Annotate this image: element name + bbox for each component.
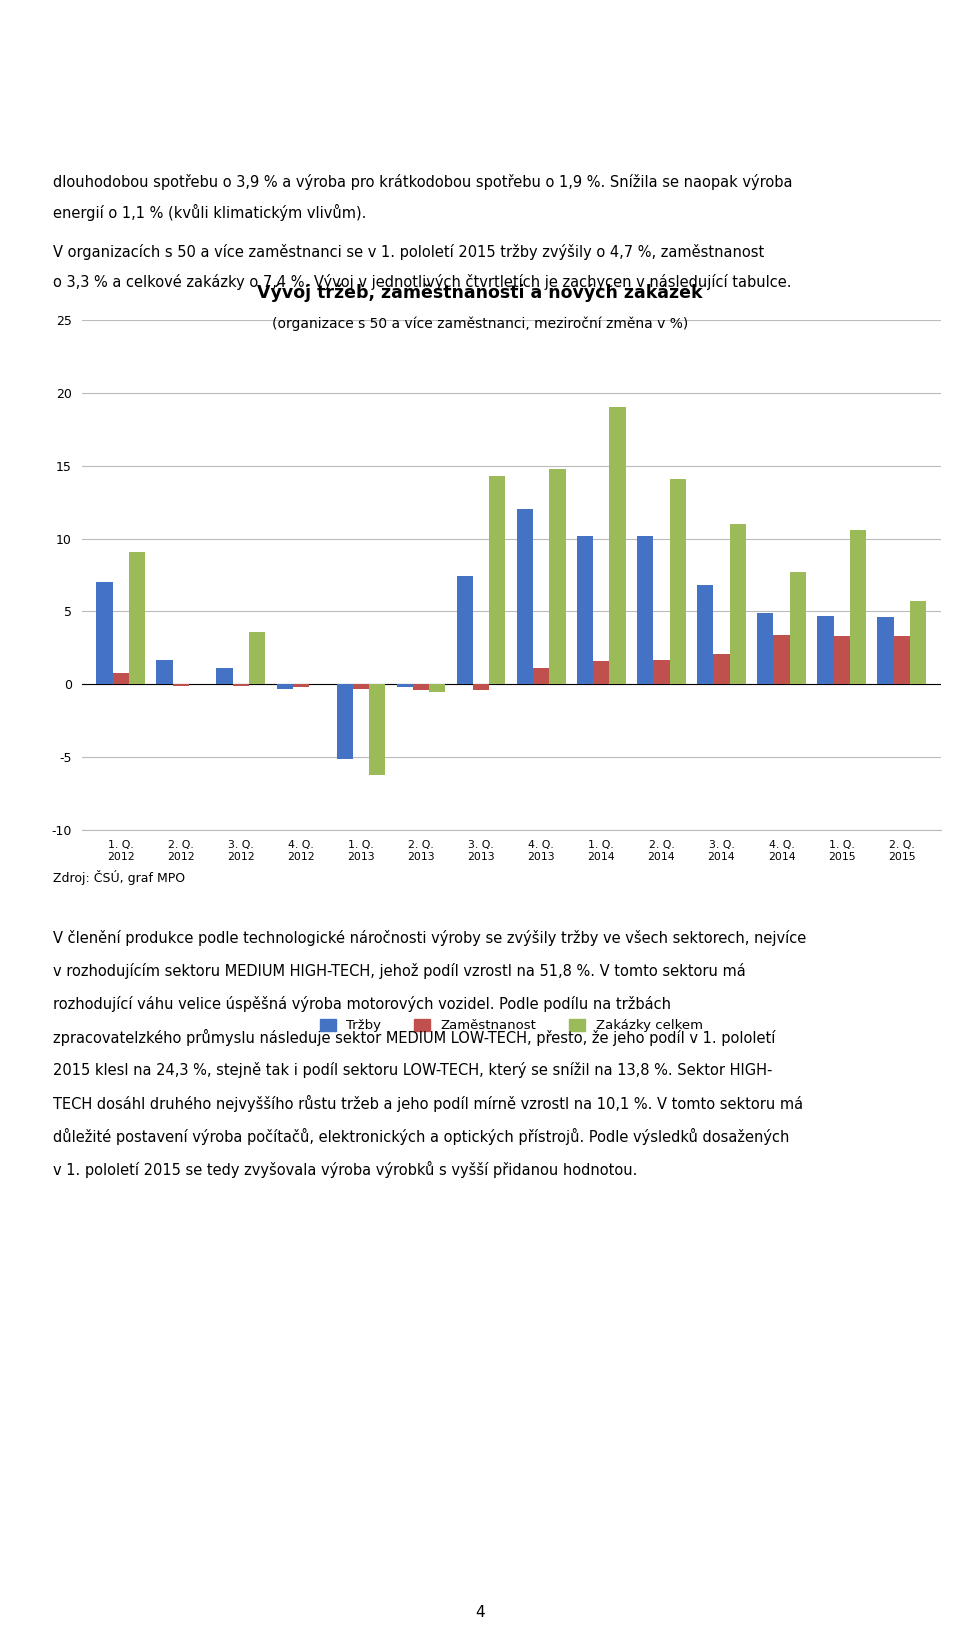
Bar — [833, 637, 850, 684]
Bar — [894, 637, 910, 684]
Text: V členění produkce podle technologické náročnosti výroby se zvýšily tržby ve vše: V členění produkce podle technologické n… — [53, 929, 806, 946]
Bar — [276, 684, 293, 689]
Bar — [790, 572, 805, 684]
Bar — [96, 582, 112, 684]
Bar — [429, 684, 445, 691]
Bar — [757, 614, 774, 684]
Bar — [610, 408, 626, 684]
Text: důležité postavení výroba počítačů, elektronických a optických přístrojů. Podle : důležité postavení výroba počítačů, elek… — [53, 1128, 789, 1145]
Text: v 1. pololetí 2015 se tedy zvyšovala výroba výrobků s vyšší přidanou hodnotou.: v 1. pololetí 2015 se tedy zvyšovala výr… — [53, 1161, 637, 1178]
Text: TECH dosáhl druhého nejvyššího růstu tržeb a jeho podíl mírně vzrostl na 10,1 %.: TECH dosáhl druhého nejvyššího růstu trž… — [53, 1096, 803, 1112]
Bar — [396, 684, 413, 688]
Bar — [817, 615, 833, 684]
Bar — [293, 684, 309, 688]
Bar — [516, 510, 533, 684]
Bar — [730, 525, 746, 684]
Bar — [669, 479, 685, 684]
Bar — [490, 475, 506, 684]
Bar — [697, 586, 713, 684]
Text: zpracovatelzkého průmyslu následuje sektor MEDIUM LOW-TECH, přesto, že jeho podí: zpracovatelzkého průmyslu následuje sekt… — [53, 1030, 775, 1046]
Bar — [369, 684, 385, 775]
Bar — [549, 469, 565, 684]
Text: v rozhodujícím sektoru MEDIUM HIGH-TECH, jehož podíl vzrostl na 51,8 %. V tomto : v rozhodujícím sektoru MEDIUM HIGH-TECH,… — [53, 962, 746, 979]
Bar — [249, 632, 265, 684]
Text: energií o 1,1 % (kvůli klimatickým vlivům).: energií o 1,1 % (kvůli klimatickým vlivů… — [53, 204, 366, 220]
Text: dlouhodobou spotřebu o 3,9 % a výroba pro krátkodobou spotřebu o 1,9 %. Snížila : dlouhodobou spotřebu o 3,9 % a výroba pr… — [53, 174, 792, 191]
Bar — [713, 653, 730, 684]
Text: o 3,3 % a celkové zakázky o 7,4 %. Vývoj v jednotlivých čtvrtletích je zachycen : o 3,3 % a celkové zakázky o 7,4 %. Vývoj… — [53, 275, 791, 290]
Text: Zdroj: ČSÚ, graf MPO: Zdroj: ČSÚ, graf MPO — [53, 870, 185, 885]
Text: rozhodující váhu velice úspěšná výroba motorových vozidel. Podle podílu na tržbá: rozhodující váhu velice úspěšná výroba m… — [53, 995, 671, 1012]
Bar — [577, 536, 593, 684]
Bar — [413, 684, 429, 691]
Text: 4: 4 — [475, 1606, 485, 1620]
Bar — [337, 684, 353, 758]
Legend: Tržby, Zaměstnanost, Zakázky celkem: Tržby, Zaměstnanost, Zakázky celkem — [315, 1013, 708, 1038]
Bar — [654, 660, 669, 684]
Bar — [156, 660, 173, 684]
Bar — [533, 668, 549, 684]
Bar — [217, 668, 232, 684]
Bar — [473, 684, 490, 691]
Bar — [593, 661, 610, 684]
Bar — [637, 536, 654, 684]
Bar — [112, 673, 129, 684]
Bar — [910, 600, 926, 684]
Text: Vývoj tržeb, zaměstnanosti a nových zakázek: Vývoj tržeb, zaměstnanosti a nových zaká… — [257, 283, 703, 301]
Bar — [774, 635, 790, 684]
Bar — [877, 617, 894, 684]
Text: (organizace s 50 a více zaměstnanci, meziroční změna v %): (organizace s 50 a více zaměstnanci, mez… — [272, 317, 688, 331]
Bar — [129, 551, 145, 684]
Bar — [850, 530, 866, 684]
Bar — [353, 684, 369, 689]
Bar — [457, 576, 473, 684]
Text: 2015 klesl na 24,3 %, stejně tak i podíl sektoru LOW-TECH, který se snížil na 13: 2015 klesl na 24,3 %, stejně tak i podíl… — [53, 1063, 772, 1077]
Text: V organizacích s 50 a více zaměstnanci se v 1. pololetí 2015 tržby zvýšily o 4,7: V organizacích s 50 a více zaměstnanci s… — [53, 243, 764, 260]
